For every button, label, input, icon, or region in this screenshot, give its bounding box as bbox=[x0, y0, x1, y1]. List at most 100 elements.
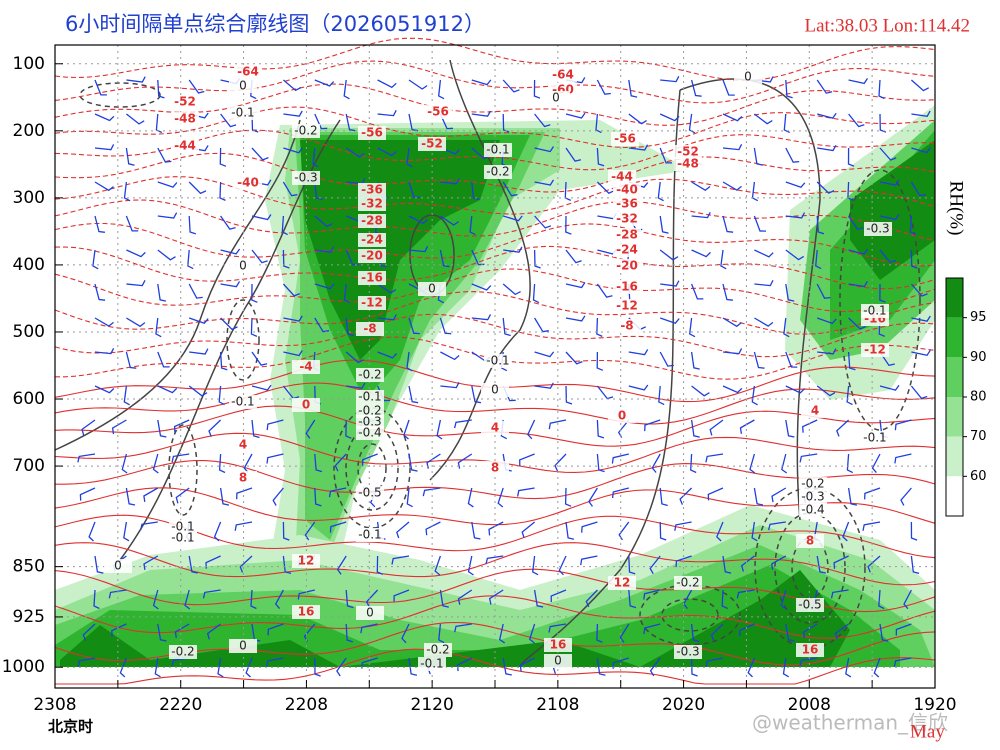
omega-label-bg bbox=[861, 431, 889, 445]
wind-barb bbox=[251, 214, 272, 221]
wind-barb bbox=[314, 113, 328, 130]
omega-contour bbox=[839, 169, 921, 431]
omega-label-bg bbox=[418, 657, 446, 671]
colorbar-swatch bbox=[946, 357, 963, 397]
omega-label-bg bbox=[674, 576, 702, 590]
wind-barb bbox=[266, 453, 284, 464]
wind-barb bbox=[722, 348, 743, 355]
wind-barb bbox=[467, 555, 474, 576]
wind-barb bbox=[690, 79, 702, 97]
wind-barb bbox=[611, 453, 629, 464]
omega-label-bg bbox=[356, 390, 384, 404]
wind-barb bbox=[659, 317, 680, 324]
wind-barb bbox=[406, 487, 413, 508]
omega-label: -0.1 bbox=[420, 657, 443, 671]
wind-barb bbox=[82, 623, 96, 641]
wind-barb bbox=[251, 249, 268, 264]
colorbar-tick-label: 70 bbox=[970, 429, 987, 444]
temperature-label: -52 bbox=[174, 95, 196, 109]
wind-barb bbox=[471, 521, 481, 540]
omega-label-bg bbox=[169, 520, 197, 534]
omega-contour bbox=[226, 299, 260, 381]
wind-barb bbox=[345, 419, 352, 439]
wind-barb bbox=[425, 521, 441, 536]
wind-barb bbox=[628, 555, 636, 575]
temperature-contour bbox=[54, 129, 936, 171]
x-tick-label: 2020 bbox=[662, 695, 705, 715]
temperature-label-bg bbox=[613, 183, 641, 197]
wind-barb bbox=[747, 657, 755, 678]
wind-barb bbox=[628, 589, 637, 609]
wind-barb bbox=[157, 212, 178, 219]
rh-area bbox=[300, 140, 500, 360]
wind-barb bbox=[282, 181, 298, 197]
wind-barb bbox=[895, 623, 912, 636]
wind-barb bbox=[471, 314, 492, 321]
omega-label: -0.2 bbox=[486, 165, 509, 179]
wind-barb bbox=[690, 351, 700, 370]
wind-barb bbox=[659, 113, 680, 122]
wind-barb bbox=[360, 623, 378, 634]
wind-barb bbox=[565, 351, 583, 365]
omega-label: -0.2 bbox=[801, 477, 824, 491]
wind-barb bbox=[305, 419, 316, 439]
wind-barb bbox=[565, 147, 582, 162]
wind-barb bbox=[208, 419, 222, 437]
wind-barb bbox=[503, 246, 523, 253]
temperature-label-bg bbox=[481, 421, 509, 435]
colorbar: 95 90 80 70 60 bbox=[945, 277, 987, 517]
omega-label: 0 bbox=[114, 559, 122, 573]
temperature-label-bg bbox=[608, 170, 636, 184]
temperature-label: -48 bbox=[174, 112, 196, 126]
wind-barb bbox=[396, 521, 410, 539]
wind-barb bbox=[467, 487, 474, 508]
wind-barb bbox=[283, 350, 303, 357]
wind-barb bbox=[111, 419, 127, 435]
wind-barb bbox=[439, 589, 449, 608]
wind-barb bbox=[282, 521, 290, 541]
wind-barb bbox=[111, 623, 127, 637]
omega-label: -0.2 bbox=[294, 124, 317, 138]
wind-barb bbox=[739, 419, 755, 434]
wind-barb bbox=[121, 453, 128, 474]
omega-label: -0.1 bbox=[358, 390, 381, 404]
wind-barb bbox=[596, 623, 603, 643]
temperature-label: 16 bbox=[550, 638, 567, 652]
wind-barb bbox=[297, 589, 315, 600]
omega-label-bg bbox=[356, 368, 384, 382]
wind-barb bbox=[265, 657, 284, 667]
omega-contour bbox=[754, 487, 866, 649]
wind-barb bbox=[830, 589, 849, 599]
wind-barb bbox=[125, 351, 137, 369]
wind-barb bbox=[722, 79, 735, 96]
temperature-label-bg bbox=[801, 404, 829, 418]
x-axis-label: 北京时 bbox=[48, 718, 93, 736]
wind-barb bbox=[707, 487, 724, 501]
wind-barb bbox=[336, 657, 347, 677]
temperature-contour bbox=[54, 152, 936, 193]
wind-barb bbox=[126, 249, 146, 258]
temperature-contour bbox=[54, 268, 936, 313]
wind-barb bbox=[596, 317, 603, 337]
wind-barb bbox=[502, 317, 511, 337]
wind-barb bbox=[422, 487, 441, 497]
wind-barb bbox=[878, 589, 885, 610]
wind-barb bbox=[596, 79, 611, 95]
temperature-label: -28 bbox=[616, 228, 638, 242]
wind-barb bbox=[753, 351, 765, 369]
omega-contour bbox=[774, 512, 846, 624]
temperature-label-bg bbox=[481, 461, 509, 475]
wind-barb bbox=[519, 657, 535, 672]
wind-barb bbox=[836, 419, 850, 437]
wind-barb bbox=[314, 487, 322, 507]
wind-barb bbox=[817, 112, 837, 119]
temperature-label-bg bbox=[229, 471, 257, 485]
temperature-label: 0 bbox=[618, 409, 626, 423]
wind-barb bbox=[596, 147, 605, 167]
wind-barb bbox=[377, 351, 398, 359]
wind-barb bbox=[345, 113, 356, 132]
wind-barb bbox=[139, 521, 158, 531]
temperature-label-bg bbox=[292, 398, 320, 412]
wind-barb bbox=[202, 589, 221, 599]
wind-barb bbox=[345, 249, 359, 266]
